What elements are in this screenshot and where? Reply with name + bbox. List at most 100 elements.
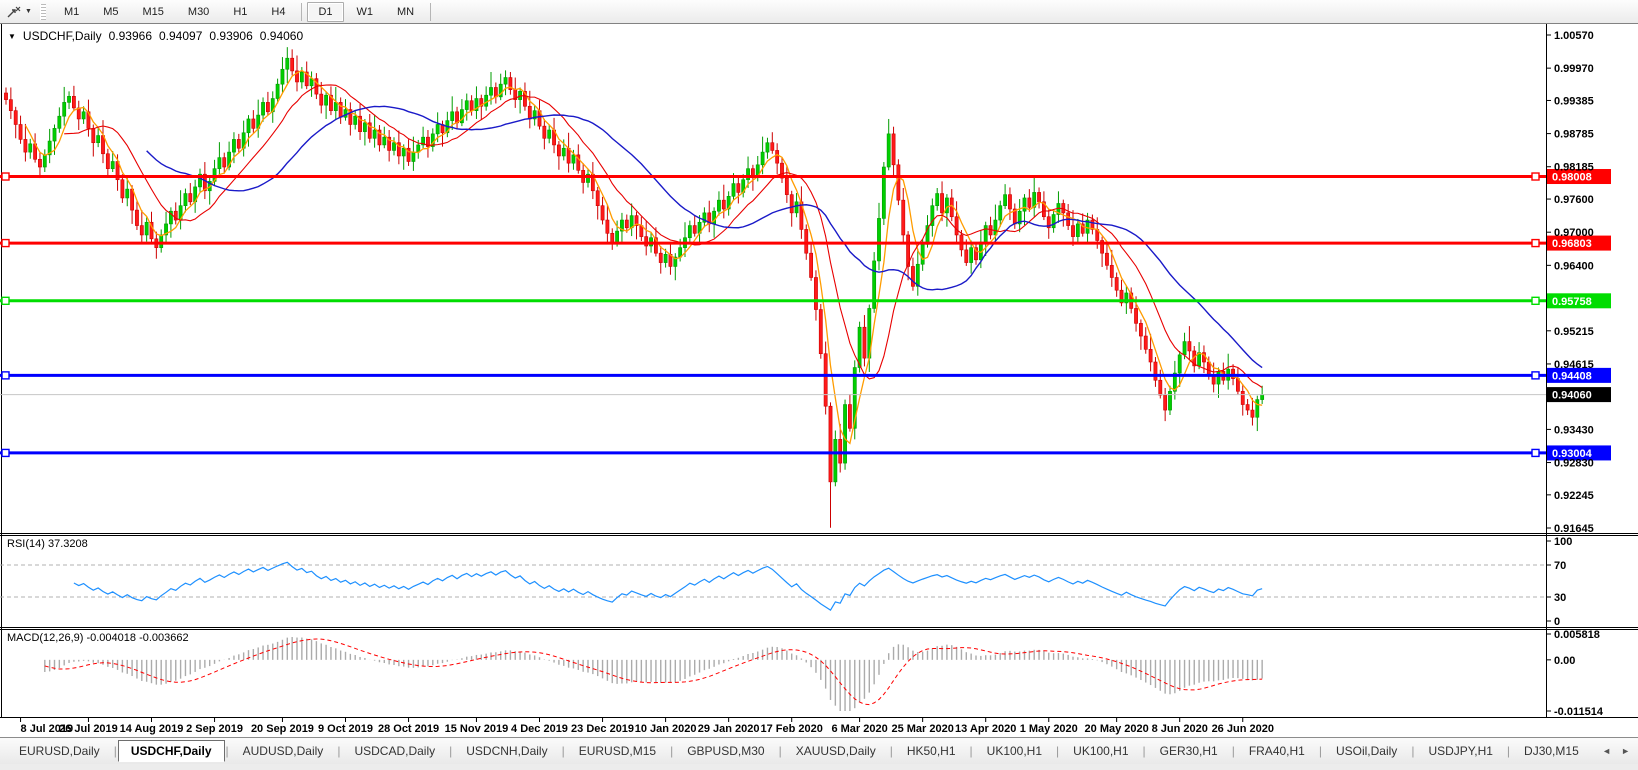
svg-text:0.93004: 0.93004 [1552,448,1593,460]
macd-indicator-label: MACD(12,26,9) -0.004018 -0.003662 [7,632,189,644]
line-handle[interactable] [1,296,10,306]
line-handle[interactable] [1,448,10,458]
panel-borders [0,23,1638,718]
tab-audusd-daily[interactable]: AUDUSD,Daily [242,744,324,758]
ma-5-line [24,69,1263,445]
svg-text:17 Feb 2020: 17 Feb 2020 [761,723,823,735]
svg-text:0.91645: 0.91645 [1554,523,1594,535]
symbol-name: USDCHF,Daily [22,29,102,43]
svg-text:0.98785: 0.98785 [1554,129,1594,141]
svg-text:0.92830: 0.92830 [1554,458,1594,470]
rsi-indicator-label: RSI(14) 37.3208 [7,538,88,550]
tf-button-m5[interactable]: M5 [103,5,119,18]
svg-text:29 Jan 2020: 29 Jan 2020 [698,723,760,735]
tab-ger30-h1[interactable]: GER30,H1 [1159,744,1218,758]
tab-fra40-h1[interactable]: FRA40,H1 [1248,744,1305,758]
svg-text:0.94060: 0.94060 [1552,390,1592,402]
line-handle[interactable] [1531,172,1540,181]
svg-text:0.97000: 0.97000 [1554,227,1594,239]
tf-button-h4[interactable]: H4 [271,5,286,18]
toolbar-separator [301,2,303,21]
ohlc-low: 0.93906 [209,29,253,43]
line-handle[interactable] [1,238,10,248]
candle-series [4,47,1265,528]
tab-separator: | [889,744,893,758]
svg-text:0.99385: 0.99385 [1554,95,1594,107]
tab-separator: | [1506,744,1511,758]
tf-button-m30[interactable]: M30 [187,5,210,18]
tf-button-m15[interactable]: M15 [142,5,164,18]
chart-tabs: EURUSD,Daily | USDCHF,Daily | AUDUSD,Daily | U… [6,740,1592,762]
tab-usdcad-daily[interactable]: USDCAD,Daily [354,744,436,758]
svg-text:26 Jul 2019: 26 Jul 2019 [59,723,118,735]
price-tag[interactable] [1547,387,1611,403]
crosshair-icon [7,6,21,17]
tab-uk100-h1[interactable]: UK100,H1 [1073,744,1129,758]
svg-text:14 Aug 2019: 14 Aug 2019 [120,723,184,735]
tab-separator: | [969,744,973,758]
price-tag[interactable] [1547,445,1611,461]
ma-30-line [146,105,1263,369]
tf-button-h1[interactable]: H1 [233,5,248,18]
toolbar-separator [430,2,432,21]
svg-text:23 Dec 2019: 23 Dec 2019 [571,723,634,735]
svg-text:1 May 2020: 1 May 2020 [1020,723,1078,735]
tab-eurusd-m15[interactable]: EURUSD,M15 [578,744,657,758]
line-handle[interactable] [1531,238,1540,248]
svg-text:20 May 2020: 20 May 2020 [1085,723,1149,735]
line-handle[interactable] [1531,296,1540,306]
svg-text:0.94408: 0.94408 [1552,370,1592,382]
tab-scroll-left-icon[interactable]: ◄ [1602,746,1612,756]
tab-hk50-h1[interactable]: HK50,H1 [906,744,956,758]
line-handle[interactable] [1531,371,1540,380]
tf-button-d1[interactable]: D1 [307,1,344,22]
ohlc-open: 0.93966 [108,29,152,43]
tab-separator: | [1142,744,1146,758]
tab-separator: | [561,744,565,758]
moving-average-lines [24,69,1263,445]
tab-separator: | [670,744,674,758]
svg-text:13 Apr 2020: 13 Apr 2020 [955,723,1016,735]
toolbar-grip-handle[interactable] [39,3,46,20]
tab-usdcnh-daily[interactable]: USDCNH,Daily [466,744,548,758]
tab-gbpusd-m30[interactable]: GBPUSD,M30 [687,744,765,758]
chart-title: ▼ USDCHF,Daily 0.93966 0.94097 0.93906 0.9406… [8,29,303,43]
tab-uk100-h1[interactable]: UK100,H1 [986,744,1043,758]
tf-button-w1[interactable]: W1 [356,5,374,18]
svg-text:0.99970: 0.99970 [1554,63,1594,75]
price-tag[interactable] [1547,293,1611,309]
tab-separator: | [1231,744,1235,758]
price-tag[interactable] [1547,367,1611,383]
svg-text:1.00570: 1.00570 [1554,30,1594,42]
tab-usoil-daily[interactable]: USOil,Daily [1335,744,1398,758]
tf-button-m1[interactable]: M1 [63,5,80,18]
svg-text:0.95758: 0.95758 [1552,296,1592,308]
line-handle[interactable] [1,371,10,380]
svg-text:26 Jun 2020: 26 Jun 2020 [1212,723,1274,735]
tab-eurusd-daily[interactable]: EURUSD,Daily [19,744,100,758]
svg-text:0.92245: 0.92245 [1554,490,1594,502]
ohlc-high: 0.94097 [159,29,203,43]
chart-tab-bar: EURUSD,Daily | USDCHF,Daily | AUDUSD,Daily | U… [0,737,1638,764]
line-handle[interactable] [1,172,10,181]
price-tag[interactable] [1547,235,1611,251]
line-handle[interactable] [1531,448,1540,458]
tab-xauusd-daily[interactable]: XAUUSD,Daily [795,744,876,758]
tab-dj30-m15[interactable]: DJ30,M15 [1524,744,1579,758]
tab-scroll-right-icon[interactable]: ► [1621,746,1630,756]
horizontal-lines: 0.98008 0.96803 0.95758 0.94408 0.93004 0.940… [0,169,1611,461]
symbol-dropdown-caret-icon[interactable]: ▼ [8,31,16,41]
svg-text:0.98185: 0.98185 [1554,162,1594,174]
svg-text:0.96803: 0.96803 [1552,238,1592,250]
tab-separator: | [1411,744,1415,758]
tab-usdjpy-h1[interactable]: USDJPY,H1 [1428,744,1493,758]
tab-usdchf-daily[interactable]: USDCHF,Daily [117,740,225,762]
tab-scroll-arrows: ◄ ► [1602,746,1630,756]
svg-text:0.93430: 0.93430 [1554,424,1594,436]
price-tag[interactable] [1547,169,1611,185]
crosshair-tool-button[interactable]: ▼ [2,4,36,20]
tab-separator: | [337,744,341,758]
tab-separator: | [225,744,229,758]
tf-button-mn[interactable]: MN [397,5,415,18]
